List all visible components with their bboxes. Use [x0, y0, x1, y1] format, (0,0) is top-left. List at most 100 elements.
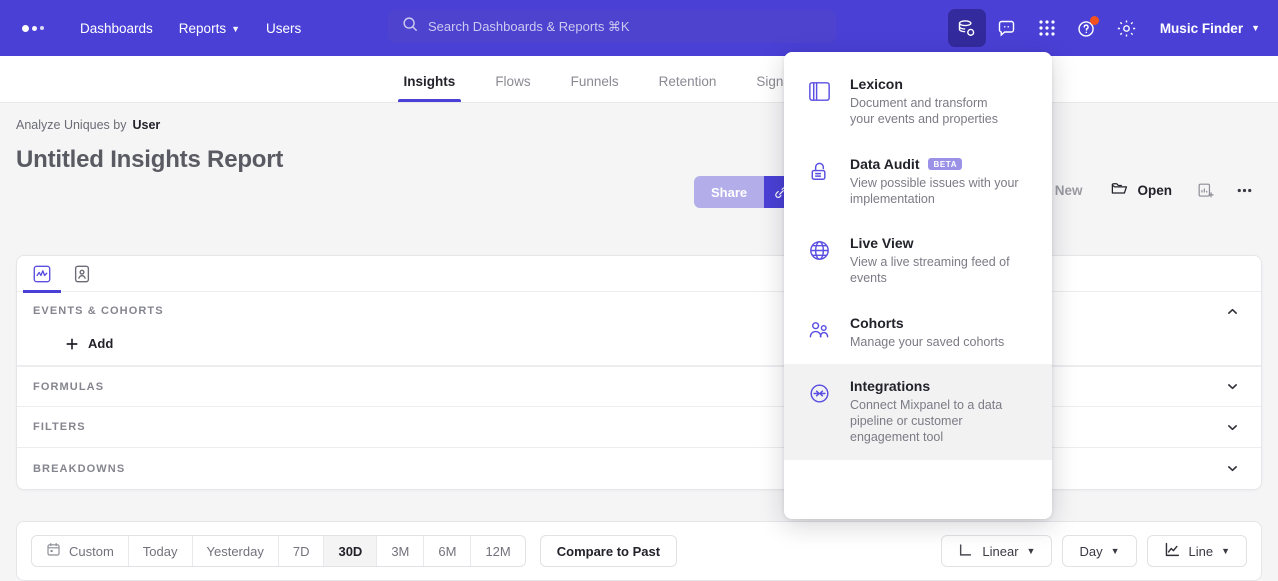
date-range-today[interactable]: Today: [129, 536, 193, 566]
date-range-3m-label: 3M: [391, 543, 410, 559]
date-range-6m[interactable]: 6M: [424, 536, 472, 566]
chevron-down-icon[interactable]: [1219, 414, 1245, 440]
date-range-custom[interactable]: Custom: [32, 536, 129, 566]
analyze-breadcrumb: Analyze Uniques by User: [16, 118, 1278, 132]
apps-grid-icon[interactable]: [1028, 9, 1066, 47]
globe-icon: [806, 235, 834, 287]
date-range-30d[interactable]: 30D: [324, 536, 378, 566]
date-range-7d-label: 7D: [292, 543, 310, 559]
dropdown-item-integrations[interactable]: Integrations Connect Mixpanel to a data …: [784, 363, 1052, 460]
chart-display-options: Linear ▼ Day ▼ Line ▼: [941, 535, 1247, 567]
nav-users-label: Users: [266, 20, 302, 36]
report-type-tabs: Insights Flows Funnels Retention Signal …: [0, 56, 1278, 103]
chart-type-selector[interactable]: Line ▼: [1146, 535, 1247, 567]
help-question-icon[interactable]: [1068, 9, 1106, 47]
section-formulas[interactable]: Formulas: [17, 366, 1261, 407]
nav-reports[interactable]: Reports ▼: [179, 21, 240, 36]
search-input[interactable]: Search Dashboards & Reports ⌘K: [388, 10, 836, 43]
dropdown-item-integrations-desc: Connect Mixpanel to a data pipeline or c…: [850, 397, 1003, 445]
tab-flows-label: Flows: [495, 74, 531, 89]
line-chart-icon: [1164, 541, 1181, 561]
notification-badge: [1089, 16, 1099, 25]
section-filters-label: Filters: [33, 421, 86, 433]
data-management-icon[interactable]: [947, 9, 986, 47]
interval-label: Day: [1079, 543, 1103, 559]
date-range-12m[interactable]: 12M: [471, 536, 524, 566]
dropdown-item-live-view-desc: View a live streaming feed of events: [850, 255, 1010, 286]
chevron-down-icon[interactable]: [1219, 374, 1245, 400]
open-report-label: Open: [1137, 182, 1172, 198]
new-report-label: New: [1054, 182, 1083, 198]
date-range-yesterday-label: Yesterday: [206, 543, 264, 559]
nav-users[interactable]: Users: [266, 21, 301, 36]
gear-settings-icon[interactable]: [1108, 9, 1146, 47]
dropdown-item-live-view[interactable]: Live View View a live streaming feed of …: [784, 221, 1052, 301]
add-event-button[interactable]: Add: [65, 336, 113, 351]
calendar-icon: [46, 542, 61, 560]
new-report-button[interactable]: New: [1041, 174, 1097, 206]
add-to-dashboard-icon[interactable]: [1186, 174, 1225, 206]
tab-retention[interactable]: Retention: [639, 74, 737, 102]
dropdown-item-cohorts-desc: Manage your saved cohorts: [850, 334, 1005, 349]
more-options-icon[interactable]: [1225, 174, 1264, 206]
chevron-down-icon[interactable]: [1219, 456, 1245, 482]
chevron-up-icon[interactable]: [1219, 298, 1245, 324]
chat-bubble-icon[interactable]: [988, 9, 1026, 47]
page-header: Analyze Uniques by User Untitled Insight…: [0, 118, 1278, 208]
chevron-down-icon: ▼: [231, 24, 240, 34]
top-icon-group: Music Finder ▼: [947, 0, 1264, 56]
dropdown-item-data-audit-title: Data Audit BETA: [850, 156, 1022, 172]
section-breakdowns[interactable]: Breakdowns: [17, 448, 1261, 489]
data-management-dropdown: Lexicon Document and transform your even…: [784, 52, 1052, 519]
share-button-group: Share: [694, 176, 799, 208]
nav-dashboards[interactable]: Dashboards: [80, 21, 153, 36]
tab-insights[interactable]: Insights: [384, 74, 476, 102]
nav-dashboards-label: Dashboards: [80, 20, 153, 36]
date-range-today-label: Today: [142, 543, 178, 559]
date-range-segmented-control: Custom Today Yesterday 7D 30D 3M 6M 12M: [31, 535, 526, 567]
header-actions: New Open: [1041, 174, 1264, 206]
query-builder-panel: Events & Cohorts Add Formulas: [16, 255, 1262, 490]
workspace-selector[interactable]: Music Finder ▼: [1160, 21, 1260, 36]
dropdown-item-data-audit[interactable]: Data Audit BETA View possible issues wit…: [784, 142, 1052, 222]
search-icon: [402, 16, 418, 37]
dropdown-item-lexicon[interactable]: Lexicon Document and transform your even…: [784, 62, 1052, 142]
data-audit-lock-icon: [806, 156, 834, 208]
date-range-7d[interactable]: 7D: [279, 536, 325, 566]
date-range-3m[interactable]: 3M: [377, 536, 425, 566]
page-title[interactable]: Untitled Insights Report: [16, 146, 284, 173]
share-button[interactable]: Share: [694, 176, 765, 208]
date-range-yesterday[interactable]: Yesterday: [193, 536, 279, 566]
chevron-down-icon: ▼: [1251, 23, 1260, 33]
analyze-value[interactable]: User: [132, 118, 161, 132]
integrations-arrows-icon: [806, 378, 834, 446]
dropdown-item-integrations-title: Integrations: [850, 377, 931, 394]
interval-selector[interactable]: Day ▼: [1062, 535, 1137, 567]
cohorts-people-icon: [806, 315, 834, 350]
events-chart-tab[interactable]: [23, 261, 61, 293]
compare-to-past-button[interactable]: Compare to Past: [539, 535, 678, 567]
section-filters[interactable]: Filters: [17, 407, 1261, 448]
section-events-cohorts: Events & Cohorts Add: [17, 292, 1261, 366]
workspace-label: Music Finder: [1159, 20, 1244, 36]
chart-controls-toolbar: Custom Today Yesterday 7D 30D 3M 6M 12M …: [16, 521, 1262, 581]
linear-scale-icon: [958, 542, 974, 561]
search-placeholder: Search Dashboards & Reports ⌘K: [428, 18, 630, 34]
chevron-down-icon: ▼: [1110, 546, 1120, 556]
tab-funnels[interactable]: Funnels: [551, 74, 639, 102]
tab-funnels-label: Funnels: [570, 74, 619, 89]
users-tab[interactable]: [69, 261, 95, 287]
mixpanel-logo[interactable]: [22, 24, 44, 32]
plus-icon: [66, 337, 78, 350]
lexicon-book-icon: [806, 76, 834, 128]
open-report-button[interactable]: Open: [1096, 174, 1186, 206]
tab-flows[interactable]: Flows: [475, 74, 550, 102]
scale-selector[interactable]: Linear ▼: [941, 535, 1053, 567]
nav-reports-label: Reports: [178, 20, 227, 36]
query-builder-tabs: [17, 256, 1261, 293]
dropdown-item-cohorts[interactable]: Cohorts Manage your saved cohorts: [784, 301, 1052, 364]
analyze-prefix: Analyze Uniques by: [16, 118, 127, 132]
dropdown-item-live-view-title: Live View: [850, 235, 914, 251]
dropdown-item-lexicon-desc: Document and transform your events and p…: [850, 96, 999, 127]
